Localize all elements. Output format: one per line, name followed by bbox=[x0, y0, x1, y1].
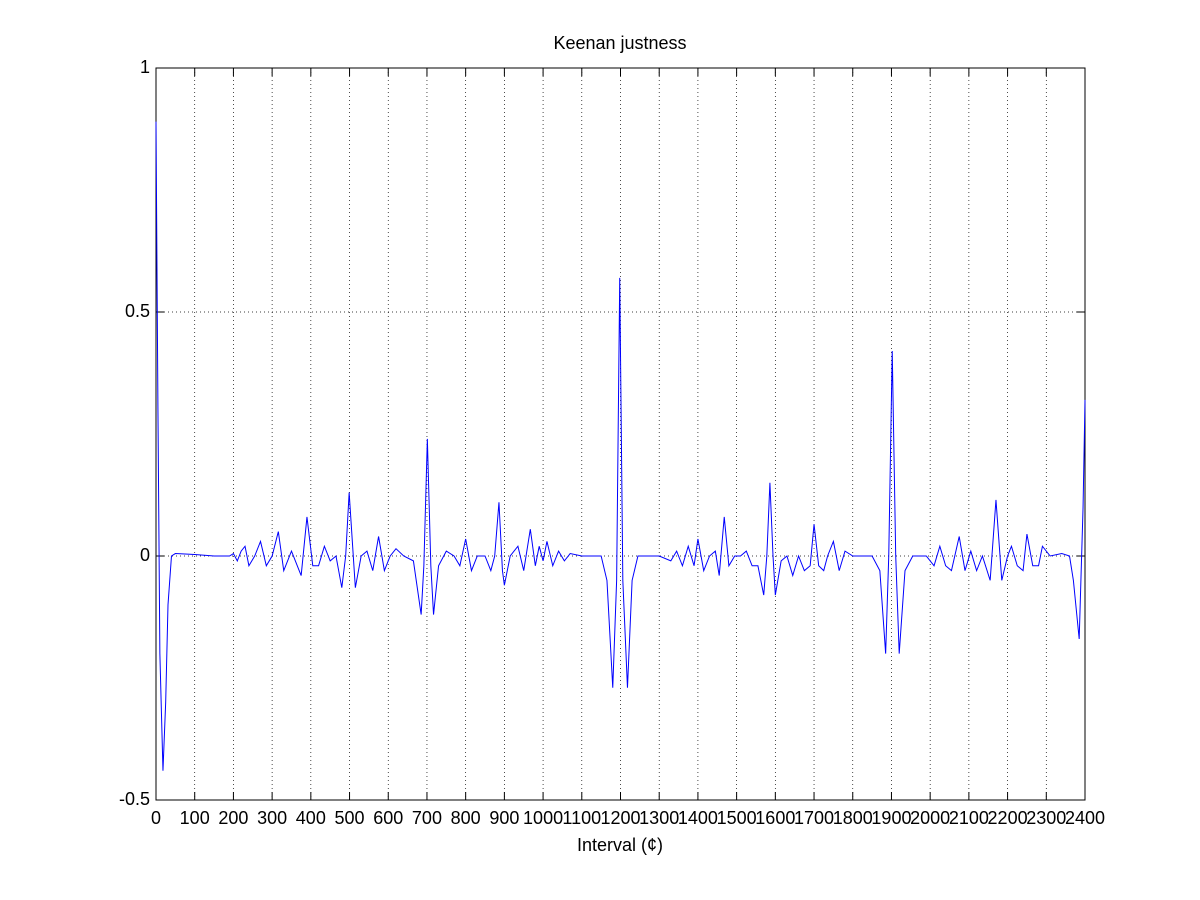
plot-frame bbox=[155, 67, 1086, 801]
x-tick-label: 2400 bbox=[1065, 808, 1105, 828]
y-tick-label: 0 bbox=[140, 545, 150, 565]
x-tick-label: 700 bbox=[412, 808, 442, 828]
x-tick-label: 2000 bbox=[910, 808, 950, 828]
x-tick-label: 600 bbox=[373, 808, 403, 828]
x-tick-label: 400 bbox=[296, 808, 326, 828]
y-tick-label: 0.5 bbox=[125, 301, 150, 321]
chart-title: Keenan justness bbox=[553, 33, 686, 53]
x-tick-label: 1300 bbox=[639, 808, 679, 828]
x-tick-label: 1900 bbox=[871, 808, 911, 828]
x-tick-label: 1700 bbox=[794, 808, 834, 828]
x-tick-label: 1200 bbox=[600, 808, 640, 828]
x-tick-label: 900 bbox=[489, 808, 519, 828]
x-tick-label: 2200 bbox=[988, 808, 1028, 828]
y-tick-label: 1 bbox=[140, 57, 150, 77]
x-tick-label: 0 bbox=[151, 808, 161, 828]
data-line bbox=[155, 121, 1086, 771]
x-tick-label: 1800 bbox=[833, 808, 873, 828]
x-tick-label: 2100 bbox=[949, 808, 989, 828]
x-tick-label: 1000 bbox=[523, 808, 563, 828]
y-tick-label: -0.5 bbox=[119, 789, 150, 809]
x-tick-label: 2300 bbox=[1026, 808, 1066, 828]
x-tick-label: 500 bbox=[335, 808, 365, 828]
x-tick-label: 1600 bbox=[755, 808, 795, 828]
x-tick-label: 100 bbox=[180, 808, 210, 828]
x-tick-label: 1500 bbox=[717, 808, 757, 828]
x-tick-label: 300 bbox=[257, 808, 287, 828]
x-tick-label: 1100 bbox=[562, 808, 601, 828]
x-tick-label: 800 bbox=[451, 808, 481, 828]
x-tick-label: 200 bbox=[218, 808, 248, 828]
x-tick-label: 1400 bbox=[678, 808, 718, 828]
x-axis-label: Interval (¢) bbox=[577, 835, 663, 855]
